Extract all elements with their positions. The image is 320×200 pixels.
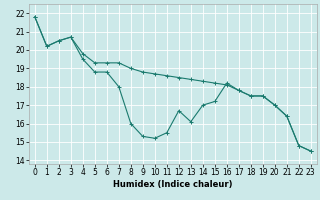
X-axis label: Humidex (Indice chaleur): Humidex (Indice chaleur) [113, 180, 233, 189]
